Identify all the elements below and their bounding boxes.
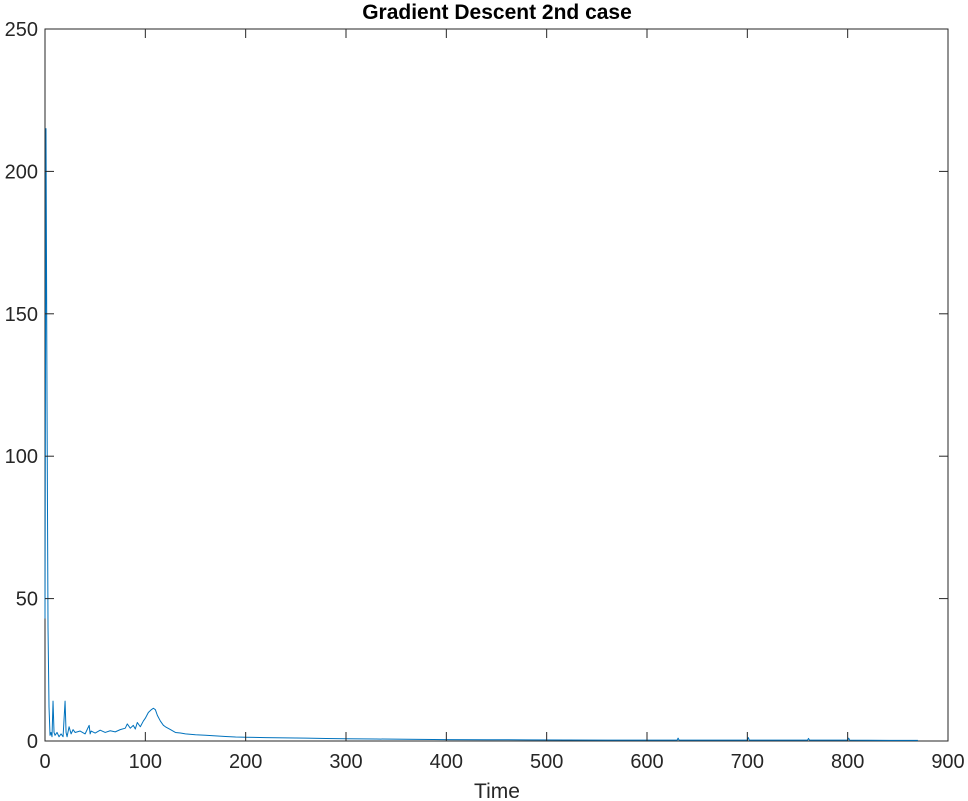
plot-area: 0 100 200 300 400 500 600 700 800 900 0 50 100 150 20… <box>5 19 965 773</box>
x-axis-label: Time <box>474 780 520 801</box>
y-tick-label: 100 <box>5 446 38 468</box>
axes-box <box>44 28 949 742</box>
x-tick-label: 600 <box>630 751 663 773</box>
x-tick-label: 700 <box>731 751 764 773</box>
x-tick-label: 300 <box>329 751 362 773</box>
x-tick-label: 100 <box>129 751 162 773</box>
y-tick-label: 0 <box>27 731 38 753</box>
x-tick-label: 800 <box>831 751 864 773</box>
x-tick-label: 500 <box>530 751 563 773</box>
series-layer <box>44 128 918 741</box>
x-tick-label: 900 <box>931 751 964 773</box>
y-tick-label: 200 <box>5 161 38 183</box>
series-line <box>44 128 918 741</box>
x-tick-label: 200 <box>229 751 262 773</box>
x-axis-ticks: 0 100 200 300 400 500 600 700 800 900 <box>39 29 965 773</box>
y-tick-label: 50 <box>16 589 38 611</box>
y-tick-label: 150 <box>5 304 38 326</box>
chart-title: Gradient Descent 2nd case <box>362 1 632 24</box>
x-tick-label: 0 <box>39 751 50 773</box>
y-axis-ticks: 0 50 100 150 200 250 <box>5 19 948 753</box>
y-tick-label: 250 <box>5 19 38 41</box>
x-tick-label: 400 <box>430 751 463 773</box>
